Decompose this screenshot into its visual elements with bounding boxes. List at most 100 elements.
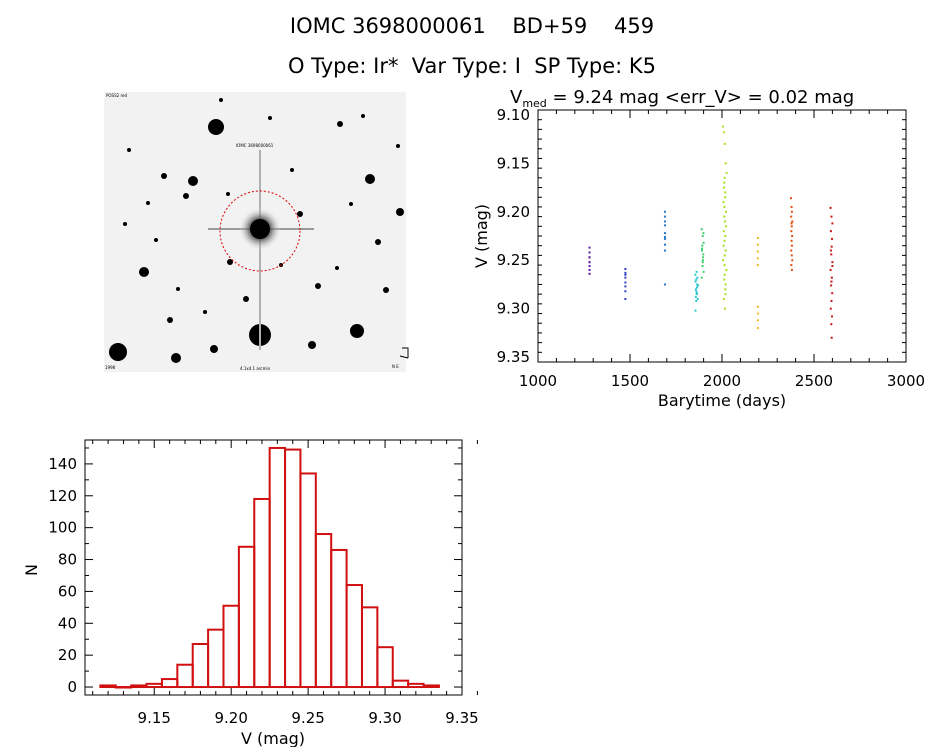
data-point [722, 259, 725, 262]
field-star [171, 353, 181, 363]
data-point [830, 245, 833, 248]
data-point [725, 172, 728, 174]
chart-title-line1: IOMC 3698000061 BD+59 459 [289, 14, 655, 38]
data-point [695, 286, 698, 289]
data-point [829, 268, 832, 271]
data-point [700, 249, 703, 252]
data-point [790, 239, 793, 242]
field-star [383, 287, 389, 293]
data-point [588, 265, 591, 268]
data-point [723, 239, 726, 242]
histogram-bar [314, 533, 333, 689]
y-tick-label: 9.10 [497, 106, 530, 124]
data-point [695, 299, 698, 302]
data-point [829, 230, 832, 233]
light-curve-points [588, 125, 834, 339]
data-point [723, 205, 726, 208]
histogram-bar [191, 643, 210, 689]
data-point [588, 256, 591, 259]
data-point [830, 276, 833, 279]
field-star [123, 222, 127, 226]
field-star [290, 168, 294, 172]
histogram-chart: 9.15 9.20 9.25 9.30 9.35 0 20 40 60 80 100 120 140 V… [22, 439, 479, 747]
field-star [176, 287, 180, 291]
y-tick-label: 100 [48, 519, 77, 537]
data-point [829, 206, 832, 209]
histogram-ticks: 9.15 9.20 9.25 9.30 9.35 0 20 40 60 80 100 120 140 [48, 440, 479, 727]
data-point [588, 246, 591, 249]
data-point [724, 196, 727, 199]
histogram-bar [407, 682, 425, 689]
x-tick-label: 9.30 [368, 709, 401, 727]
data-point [723, 278, 726, 281]
data-point [830, 299, 833, 302]
field-star [337, 121, 343, 127]
field-star [335, 266, 339, 270]
data-point [830, 336, 833, 339]
histogram-bar [176, 663, 194, 689]
data-point [624, 276, 627, 279]
field-star [188, 176, 198, 186]
data-point [663, 220, 666, 223]
finder-label-bottom: 4.1x4.1 arcmin [240, 366, 271, 371]
field-star [203, 310, 207, 314]
data-point [790, 254, 793, 257]
light-curve-xlabel: Barytime (days) [658, 391, 786, 410]
data-point [624, 298, 627, 300]
x-tick-label: 9.15 [138, 709, 171, 727]
data-point [724, 283, 727, 286]
data-point [723, 186, 726, 189]
data-point [694, 288, 697, 291]
data-point [724, 249, 727, 252]
data-point [663, 215, 666, 218]
data-point [723, 307, 726, 310]
data-point [724, 288, 727, 291]
data-point [723, 142, 726, 145]
data-point [701, 235, 704, 237]
field-star [308, 341, 316, 349]
data-point [830, 215, 833, 218]
data-point [695, 278, 698, 281]
histogram-bar [376, 646, 394, 689]
data-point [722, 230, 725, 233]
data-point [723, 273, 726, 276]
data-point [830, 323, 833, 326]
data-point [588, 268, 591, 271]
data-point [702, 253, 705, 256]
data-point [790, 197, 792, 200]
data-point [663, 283, 666, 286]
data-point [790, 264, 793, 267]
data-point [695, 270, 698, 273]
data-point [722, 298, 725, 300]
data-point [701, 244, 704, 247]
field-star [208, 119, 224, 135]
data-point [830, 253, 833, 256]
field-star [226, 192, 230, 196]
histogram-bar [284, 448, 302, 689]
field-star [139, 267, 149, 277]
data-point [831, 315, 834, 318]
x-tick-label: 1500 [611, 372, 649, 390]
histogram-ylabel: N [22, 564, 41, 576]
data-point [723, 220, 726, 223]
data-point [831, 222, 834, 225]
data-point [663, 210, 666, 213]
data-point [790, 249, 793, 252]
histogram-frame [84, 439, 463, 696]
y-tick-label: 9.30 [497, 300, 530, 318]
light-curve-ylabel: V (mag) [472, 204, 491, 268]
data-point [694, 296, 697, 299]
light-curve-chart: Vmed = 9.24 mag <err_V> = 0.02 mag 1000 1… [472, 87, 925, 410]
data-point [829, 249, 832, 252]
finder-stars [109, 98, 404, 363]
data-point [702, 256, 705, 259]
histogram-bar [237, 545, 256, 689]
histogram-bar [391, 679, 410, 689]
data-point [791, 259, 794, 262]
histogram-bars [99, 446, 440, 689]
data-point [756, 264, 759, 267]
data-point [663, 232, 666, 235]
field-star [361, 114, 365, 118]
data-point [790, 210, 793, 213]
